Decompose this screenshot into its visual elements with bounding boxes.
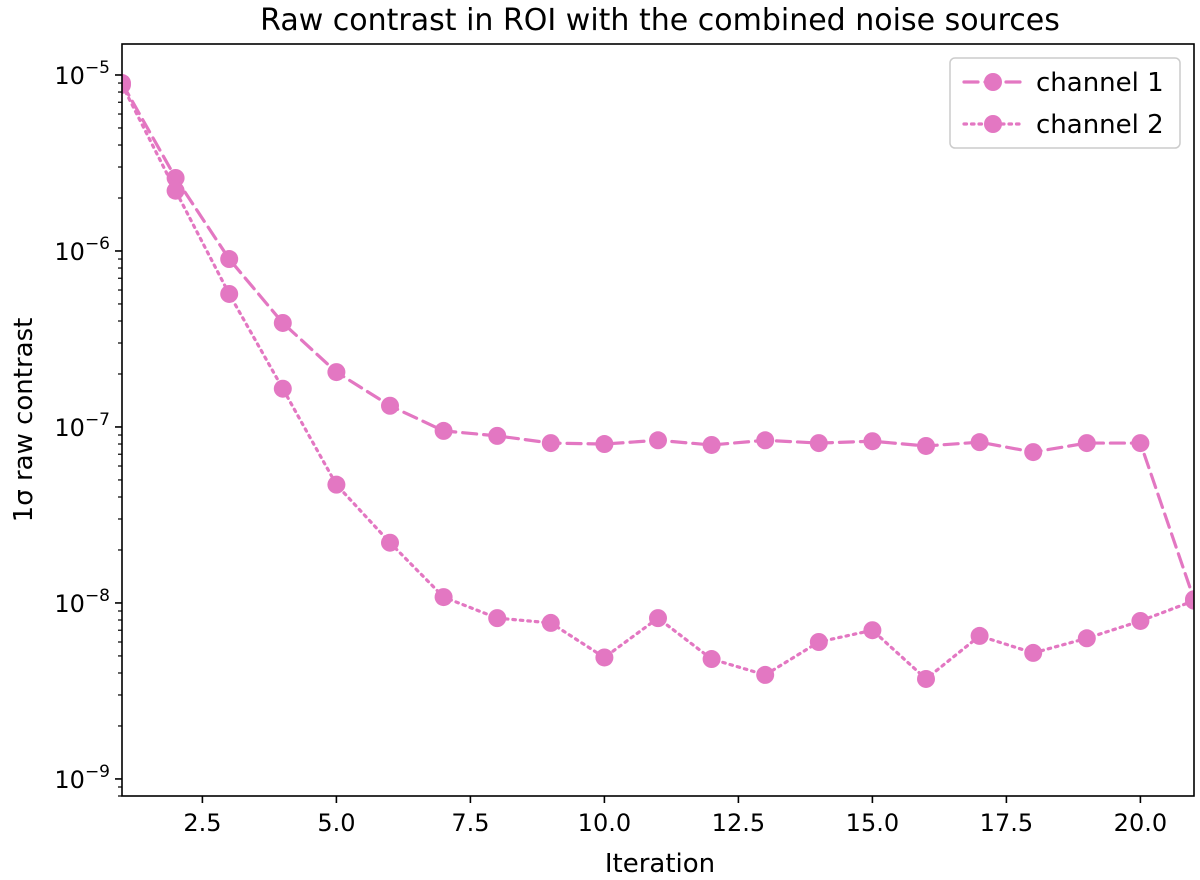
x-tick-label: 17.5 <box>980 809 1033 837</box>
x-axis: 2.5 5.0 7.5 10.0 12.5 15.0 17.5 20.0 <box>183 796 1167 837</box>
x-tick-label: 20.0 <box>1114 809 1167 837</box>
y-axis-label: 1σ raw contrast <box>9 318 39 523</box>
series-1-point <box>381 396 399 415</box>
y-tick-label: 10−9 <box>54 762 110 794</box>
series-1-point <box>434 421 453 440</box>
series-2-point <box>702 650 721 669</box>
series-2-point <box>273 379 292 398</box>
y-tick-label: 10−6 <box>54 234 110 266</box>
series-1-point <box>541 434 560 453</box>
series-2-point <box>809 632 828 651</box>
series-1-point <box>917 436 935 455</box>
series-1-point <box>1131 434 1150 453</box>
legend: channel 1 channel 2 <box>949 57 1181 149</box>
series-2-point <box>863 621 882 640</box>
series-2-point <box>1185 591 1194 610</box>
series-2-point <box>166 181 185 200</box>
y-tick-label: 10−8 <box>54 586 110 618</box>
series-line-1 <box>122 81 1194 601</box>
series-2-point <box>1024 643 1043 662</box>
series-2-point <box>122 75 131 94</box>
x-tick-label: 5.0 <box>317 809 355 837</box>
x-tick-label: 10.0 <box>578 809 631 837</box>
series-1-point <box>702 435 721 454</box>
x-tick-label: 2.5 <box>183 809 221 837</box>
series-2-point <box>220 284 239 303</box>
chart-title: Raw contrast in ROI with the combined no… <box>260 3 1060 38</box>
legend-label-1: channel 1 <box>1036 68 1164 98</box>
series-layer <box>122 74 1194 688</box>
y-axis: 10−5 10−6 10−7 10−8 10−9 <box>54 58 122 797</box>
series-1-point <box>863 432 882 451</box>
x-tick-label: 12.5 <box>712 809 765 837</box>
series-2-point <box>649 609 667 628</box>
series-1-point <box>649 431 667 450</box>
series-2-point <box>970 626 989 645</box>
series-1-point <box>220 250 239 269</box>
series-1-point <box>970 433 989 452</box>
series-2-point <box>541 613 560 632</box>
series-1-point <box>756 431 775 450</box>
series-2-point <box>1077 629 1096 648</box>
x-axis-label: Iteration <box>605 849 715 879</box>
series-1-point <box>1024 443 1043 462</box>
series-1-point <box>1077 434 1096 453</box>
series-1-point <box>273 313 292 332</box>
y-tick-label: 10−7 <box>54 410 110 442</box>
series-1-point <box>595 435 614 454</box>
series-1-point <box>166 168 185 187</box>
x-tick-label: 7.5 <box>451 809 489 837</box>
legend-marker-1 <box>984 73 1002 91</box>
y-tick-label: 10−5 <box>54 58 110 90</box>
series-1-point <box>327 363 346 382</box>
legend-label-2: channel 2 <box>1036 110 1164 140</box>
x-tick-label: 15.0 <box>846 809 899 837</box>
plot-frame <box>121 43 1195 797</box>
legend-marker-2 <box>984 115 1002 133</box>
series-1-point <box>809 434 828 453</box>
series-2-point <box>434 588 453 607</box>
series-1-point <box>488 426 507 445</box>
series-2-point <box>381 533 399 552</box>
series-2-point <box>488 609 507 628</box>
series-2-point <box>756 665 775 684</box>
series-2-point <box>1131 611 1150 630</box>
series-2-point <box>327 475 346 494</box>
series-2-point <box>917 669 935 688</box>
series-2-point <box>595 648 614 667</box>
